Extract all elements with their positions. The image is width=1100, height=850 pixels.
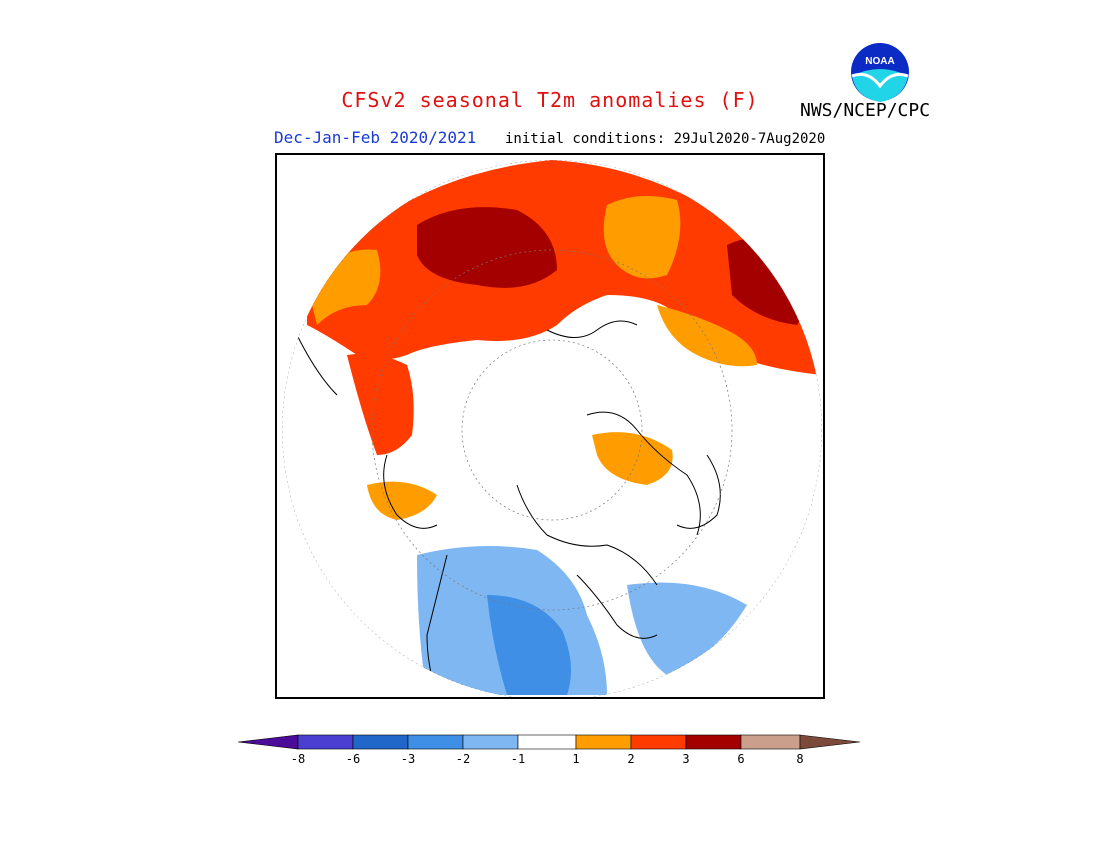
colorbar-tick: 8 [796, 752, 804, 766]
colorbar-bin-1 [297, 734, 354, 750]
colorbar-low-arrow [238, 734, 299, 750]
cold-region-canada-east [627, 582, 747, 675]
colorbar-tick: 6 [737, 752, 745, 766]
colorbar-tick: -3 [400, 752, 416, 766]
initial-conditions-label: initial conditions: 29Jul2020-7Aug2020 [505, 131, 826, 147]
warm-region-3to6-north [417, 207, 557, 288]
graticule [282, 160, 822, 697]
season-label: Dec-Jan-Feb 2020/2021 [274, 128, 477, 147]
colorbar-bin-2 [352, 734, 409, 750]
colorbar-tick: -8 [290, 752, 306, 766]
cold-region-minus2to3 [487, 595, 571, 695]
colorbar-tick: 2 [627, 752, 635, 766]
warm-region-1to2-europe [603, 196, 681, 279]
warm-region-greenland [347, 353, 414, 455]
colorbar [238, 734, 861, 750]
colorbar-tick: -1 [510, 752, 526, 766]
warm-region-hudson [367, 481, 437, 520]
noaa-logo: NOAA [850, 42, 910, 102]
colorbar-bin-3 [407, 734, 464, 750]
colorbar-bin-6 [575, 734, 632, 750]
colorbar-tick: 3 [682, 752, 690, 766]
colorbar-tick: -2 [455, 752, 471, 766]
anomaly-map [275, 153, 825, 699]
map-title: CFSv2 seasonal T2m anomalies (F) [341, 88, 759, 112]
colorbar-bin-8 [685, 734, 742, 750]
colorbar-high-arrow [799, 734, 861, 750]
agency-label: NWS/NCEP/CPC [800, 100, 931, 121]
colorbar-bin-7 [630, 734, 687, 750]
svg-text:NOAA: NOAA [865, 56, 894, 67]
colorbar-bin-5 [517, 734, 577, 750]
colorbar-tick: 1 [572, 752, 580, 766]
warm-region-1to2-asia [657, 305, 757, 367]
colorbar-bin-4 [462, 734, 519, 750]
warm-region-alaska-siberia [592, 432, 673, 485]
colorbar-bin-9 [740, 734, 801, 750]
colorbar-tick: -6 [345, 752, 361, 766]
coastlines [296, 320, 721, 696]
